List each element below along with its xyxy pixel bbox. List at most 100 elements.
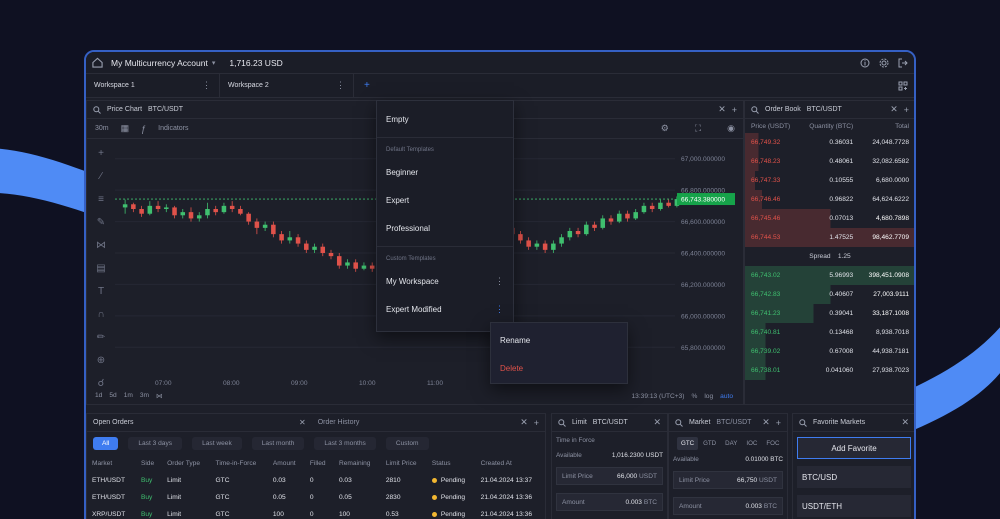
order-book-row[interactable]: 66,746.46 0.96822 64,624.6222 bbox=[745, 190, 914, 209]
tif-option[interactable]: GTC bbox=[677, 437, 699, 450]
search-icon[interactable] bbox=[558, 418, 566, 427]
indicators-button[interactable]: Indicators bbox=[158, 125, 189, 132]
account-selector[interactable]: My Multicurrency Account bbox=[111, 57, 208, 68]
add-panel-icon[interactable]: + bbox=[731, 104, 737, 115]
table-row[interactable]: XRP/USDT Buy Limit GTC 100 0 100 0.53 Pending 21.… bbox=[87, 506, 545, 519]
filter-pill[interactable]: All bbox=[93, 437, 119, 450]
close-icon[interactable]: ✕ bbox=[890, 104, 898, 114]
indicator-icon[interactable]: ƒ bbox=[141, 123, 147, 134]
add-favorite-button[interactable]: Add Favorite bbox=[797, 437, 911, 459]
more-vertical-icon[interactable]: ⋮ bbox=[495, 275, 504, 286]
logout-icon[interactable] bbox=[898, 58, 908, 68]
text-tool-icon[interactable]: T bbox=[97, 286, 105, 297]
trendline-icon[interactable]: ∕ bbox=[100, 171, 102, 182]
template-beginner[interactable]: Beginner bbox=[386, 167, 419, 177]
more-vertical-icon[interactable]: ⋮ bbox=[202, 80, 211, 90]
template-professional[interactable]: Professional bbox=[386, 223, 431, 233]
close-icon[interactable]: ✕ bbox=[718, 104, 726, 114]
settings-icon[interactable]: ⚙ bbox=[660, 123, 669, 133]
add-panel-icon[interactable]: + bbox=[533, 417, 539, 428]
range-5d[interactable]: 5d bbox=[109, 392, 117, 399]
tif-option[interactable]: IOC bbox=[746, 440, 758, 447]
order-book-row[interactable]: 66,749.32 0.36031 24,048.7728 bbox=[745, 133, 914, 152]
workspace-tab-2[interactable]: Workspace 2 ⋮ bbox=[220, 74, 354, 97]
order-book-row[interactable]: 66,743.02 5.96993 398,451.0908 bbox=[745, 266, 914, 285]
order-book-row[interactable]: 66,748.23 0.48061 32,082.6582 bbox=[745, 152, 914, 171]
magnet-icon[interactable]: ∩ bbox=[97, 309, 105, 320]
symbol-label[interactable]: BTC/USDT bbox=[716, 419, 752, 426]
workspace-tab-1[interactable]: Workspace 1 ⋮ bbox=[86, 74, 220, 97]
log-toggle[interactable]: log bbox=[704, 393, 714, 400]
tif-option[interactable]: FOC bbox=[766, 440, 780, 447]
lock-icon[interactable]: ☌ bbox=[97, 378, 105, 389]
template-expert-modified[interactable]: Expert Modified ⋮ bbox=[377, 295, 513, 323]
range-1m[interactable]: 1m bbox=[123, 392, 133, 399]
more-vertical-icon[interactable]: ⋮ bbox=[495, 303, 504, 314]
info-icon[interactable] bbox=[860, 58, 870, 68]
order-book-row[interactable]: 66,744.53 1.47525 98,462.7709 bbox=[745, 228, 914, 247]
table-row[interactable]: ETH/USDT Buy Limit GTC 0.05 0 0.05 2830 Pending 2… bbox=[87, 489, 545, 506]
compare-icon[interactable]: ⋈ bbox=[156, 393, 163, 400]
filter-pill[interactable]: Last week bbox=[192, 437, 242, 450]
limit-price-field[interactable]: Limit Price 66,750 USDT bbox=[673, 471, 783, 489]
home-icon[interactable] bbox=[92, 57, 103, 68]
template-expert[interactable]: Expert bbox=[386, 195, 410, 205]
brush-icon[interactable]: ✎ bbox=[96, 217, 106, 228]
order-book-row[interactable]: 66,742.83 0.40607 27,003.9111 bbox=[745, 285, 914, 304]
gear-icon[interactable] bbox=[879, 58, 889, 68]
search-icon[interactable] bbox=[751, 105, 759, 114]
close-icon[interactable]: ✕ bbox=[299, 418, 306, 427]
favorite-item[interactable]: USDT/ETH bbox=[797, 495, 911, 517]
chevron-down-icon[interactable]: ▾ bbox=[211, 59, 216, 67]
filter-pill[interactable]: Last 3 months bbox=[314, 437, 376, 450]
camera-icon[interactable]: ◉ bbox=[727, 123, 735, 133]
template-my-workspace[interactable]: My Workspace ⋮ bbox=[377, 267, 513, 295]
search-icon[interactable] bbox=[93, 105, 101, 114]
delete-option[interactable]: Delete bbox=[500, 363, 524, 373]
filter-pill[interactable]: Last 3 days bbox=[128, 437, 183, 450]
range-3m[interactable]: 3m bbox=[139, 392, 150, 399]
limit-price-field[interactable]: Limit Price 66,000 USDT bbox=[556, 467, 663, 485]
order-book-row[interactable]: 66,740.81 0.13468 8,938.7018 bbox=[745, 323, 914, 342]
add-panel-icon[interactable]: + bbox=[903, 104, 909, 115]
order-book-row[interactable]: 66,738.01 0.041060 27,938.7023 bbox=[745, 361, 914, 380]
close-icon[interactable]: ✕ bbox=[520, 417, 528, 427]
tab-order-history[interactable]: Order History bbox=[317, 419, 360, 426]
pencil-icon[interactable]: ✏ bbox=[96, 332, 106, 343]
ruler-icon[interactable]: ▤ bbox=[96, 263, 106, 274]
close-icon[interactable]: ✕ bbox=[653, 417, 661, 427]
range-1d[interactable]: 1d bbox=[95, 392, 103, 399]
order-book-row[interactable]: 66,741.23 0.39041 33,187.1008 bbox=[745, 304, 914, 323]
filter-pill[interactable]: Custom bbox=[385, 437, 429, 450]
pattern-icon[interactable]: ⋈ bbox=[96, 240, 106, 251]
order-book-row[interactable]: 66,739.02 0.67008 44,938.7181 bbox=[745, 342, 914, 361]
symbol-label[interactable]: BTC/USDT bbox=[592, 419, 628, 426]
search-icon[interactable] bbox=[675, 418, 683, 427]
add-workspace-icon[interactable]: + bbox=[364, 80, 370, 91]
tif-option[interactable]: GTD bbox=[703, 440, 717, 447]
crosshair-icon[interactable]: + bbox=[98, 148, 104, 159]
fullscreen-icon[interactable]: ⛶ bbox=[694, 123, 702, 133]
more-vertical-icon[interactable]: ⋮ bbox=[336, 80, 345, 90]
order-book-row[interactable]: 66,747.33 0.10555 6,680.0000 bbox=[745, 171, 914, 190]
search-icon[interactable] bbox=[799, 418, 807, 427]
symbol-label[interactable]: BTC/USDT bbox=[148, 106, 184, 113]
add-panel-icon[interactable]: + bbox=[775, 417, 781, 428]
symbol-label[interactable]: BTC/USDT bbox=[806, 106, 842, 113]
candle-type-icon[interactable]: ▦ bbox=[120, 123, 130, 133]
amount-field[interactable]: Amount 0.003 BTC bbox=[556, 493, 663, 511]
filter-pill[interactable]: Last month bbox=[251, 437, 305, 450]
close-icon[interactable]: ✕ bbox=[762, 417, 770, 427]
close-icon[interactable]: ✕ bbox=[901, 417, 909, 427]
auto-toggle[interactable]: auto bbox=[720, 393, 733, 400]
zoom-icon[interactable]: ⊕ bbox=[96, 355, 106, 366]
interval-selector[interactable]: 30m bbox=[95, 125, 109, 132]
tif-option[interactable]: DAY bbox=[725, 440, 738, 447]
fib-icon[interactable]: ≡ bbox=[98, 194, 104, 205]
template-empty[interactable]: Empty bbox=[386, 114, 409, 124]
percent-toggle[interactable]: % bbox=[691, 393, 698, 400]
favorite-item[interactable]: BTC/USD bbox=[797, 466, 911, 488]
layout-grid-icon[interactable] bbox=[898, 81, 908, 91]
tab-open-orders[interactable]: Open Orders bbox=[93, 419, 134, 426]
table-row[interactable]: ETH/USDT Buy Limit GTC 0.03 0 0.03 2810 Pending 2… bbox=[87, 472, 545, 489]
